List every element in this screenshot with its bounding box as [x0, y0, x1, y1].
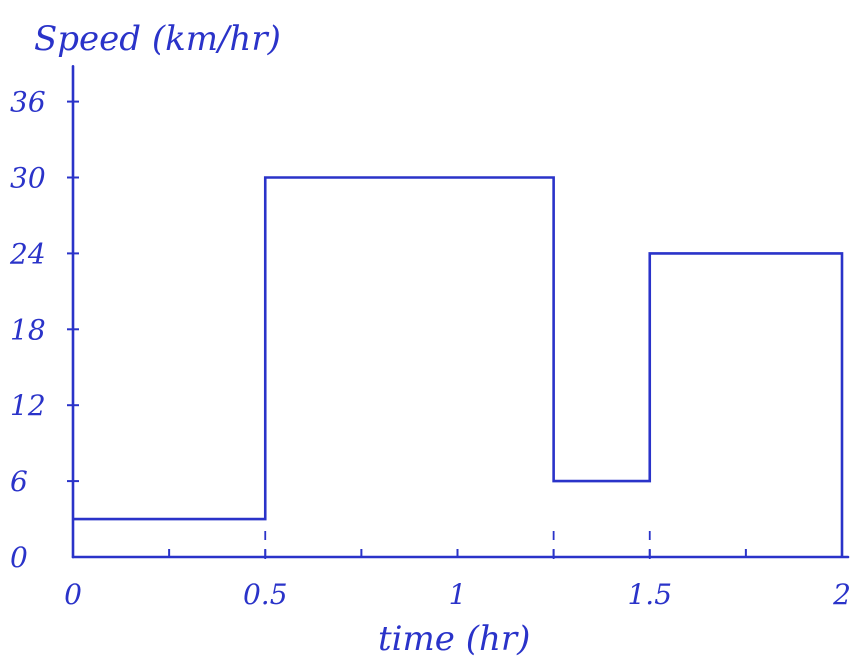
x-tick-label: 0 [64, 578, 82, 611]
x-tick-label: 0.5 [243, 578, 288, 611]
y-tick-label: 36 [10, 86, 46, 119]
axes [67, 65, 850, 559]
y-tick-label: 0 [10, 541, 28, 574]
x-axis-title: time (hr) [378, 619, 530, 659]
speed-step-line [73, 176, 844, 557]
tick-labels: 0 6 12 18 24 30 36 0 0.5 1 1.5 2 [9, 86, 851, 611]
y-tick-label: 6 [10, 465, 28, 498]
step-series [73, 176, 844, 557]
x-tick-label: 1.5 [627, 578, 672, 611]
x-tick-label: 2 [832, 578, 851, 611]
y-tick-label: 12 [10, 389, 46, 422]
y-tick-label: 30 [10, 162, 46, 195]
y-tick-label: 18 [10, 313, 46, 346]
x-tick-label: 1 [449, 578, 467, 611]
y-tick-label: 24 [9, 237, 46, 270]
dashed-guides [264, 531, 651, 561]
y-axis-title: Speed (km/hr) [34, 19, 281, 59]
